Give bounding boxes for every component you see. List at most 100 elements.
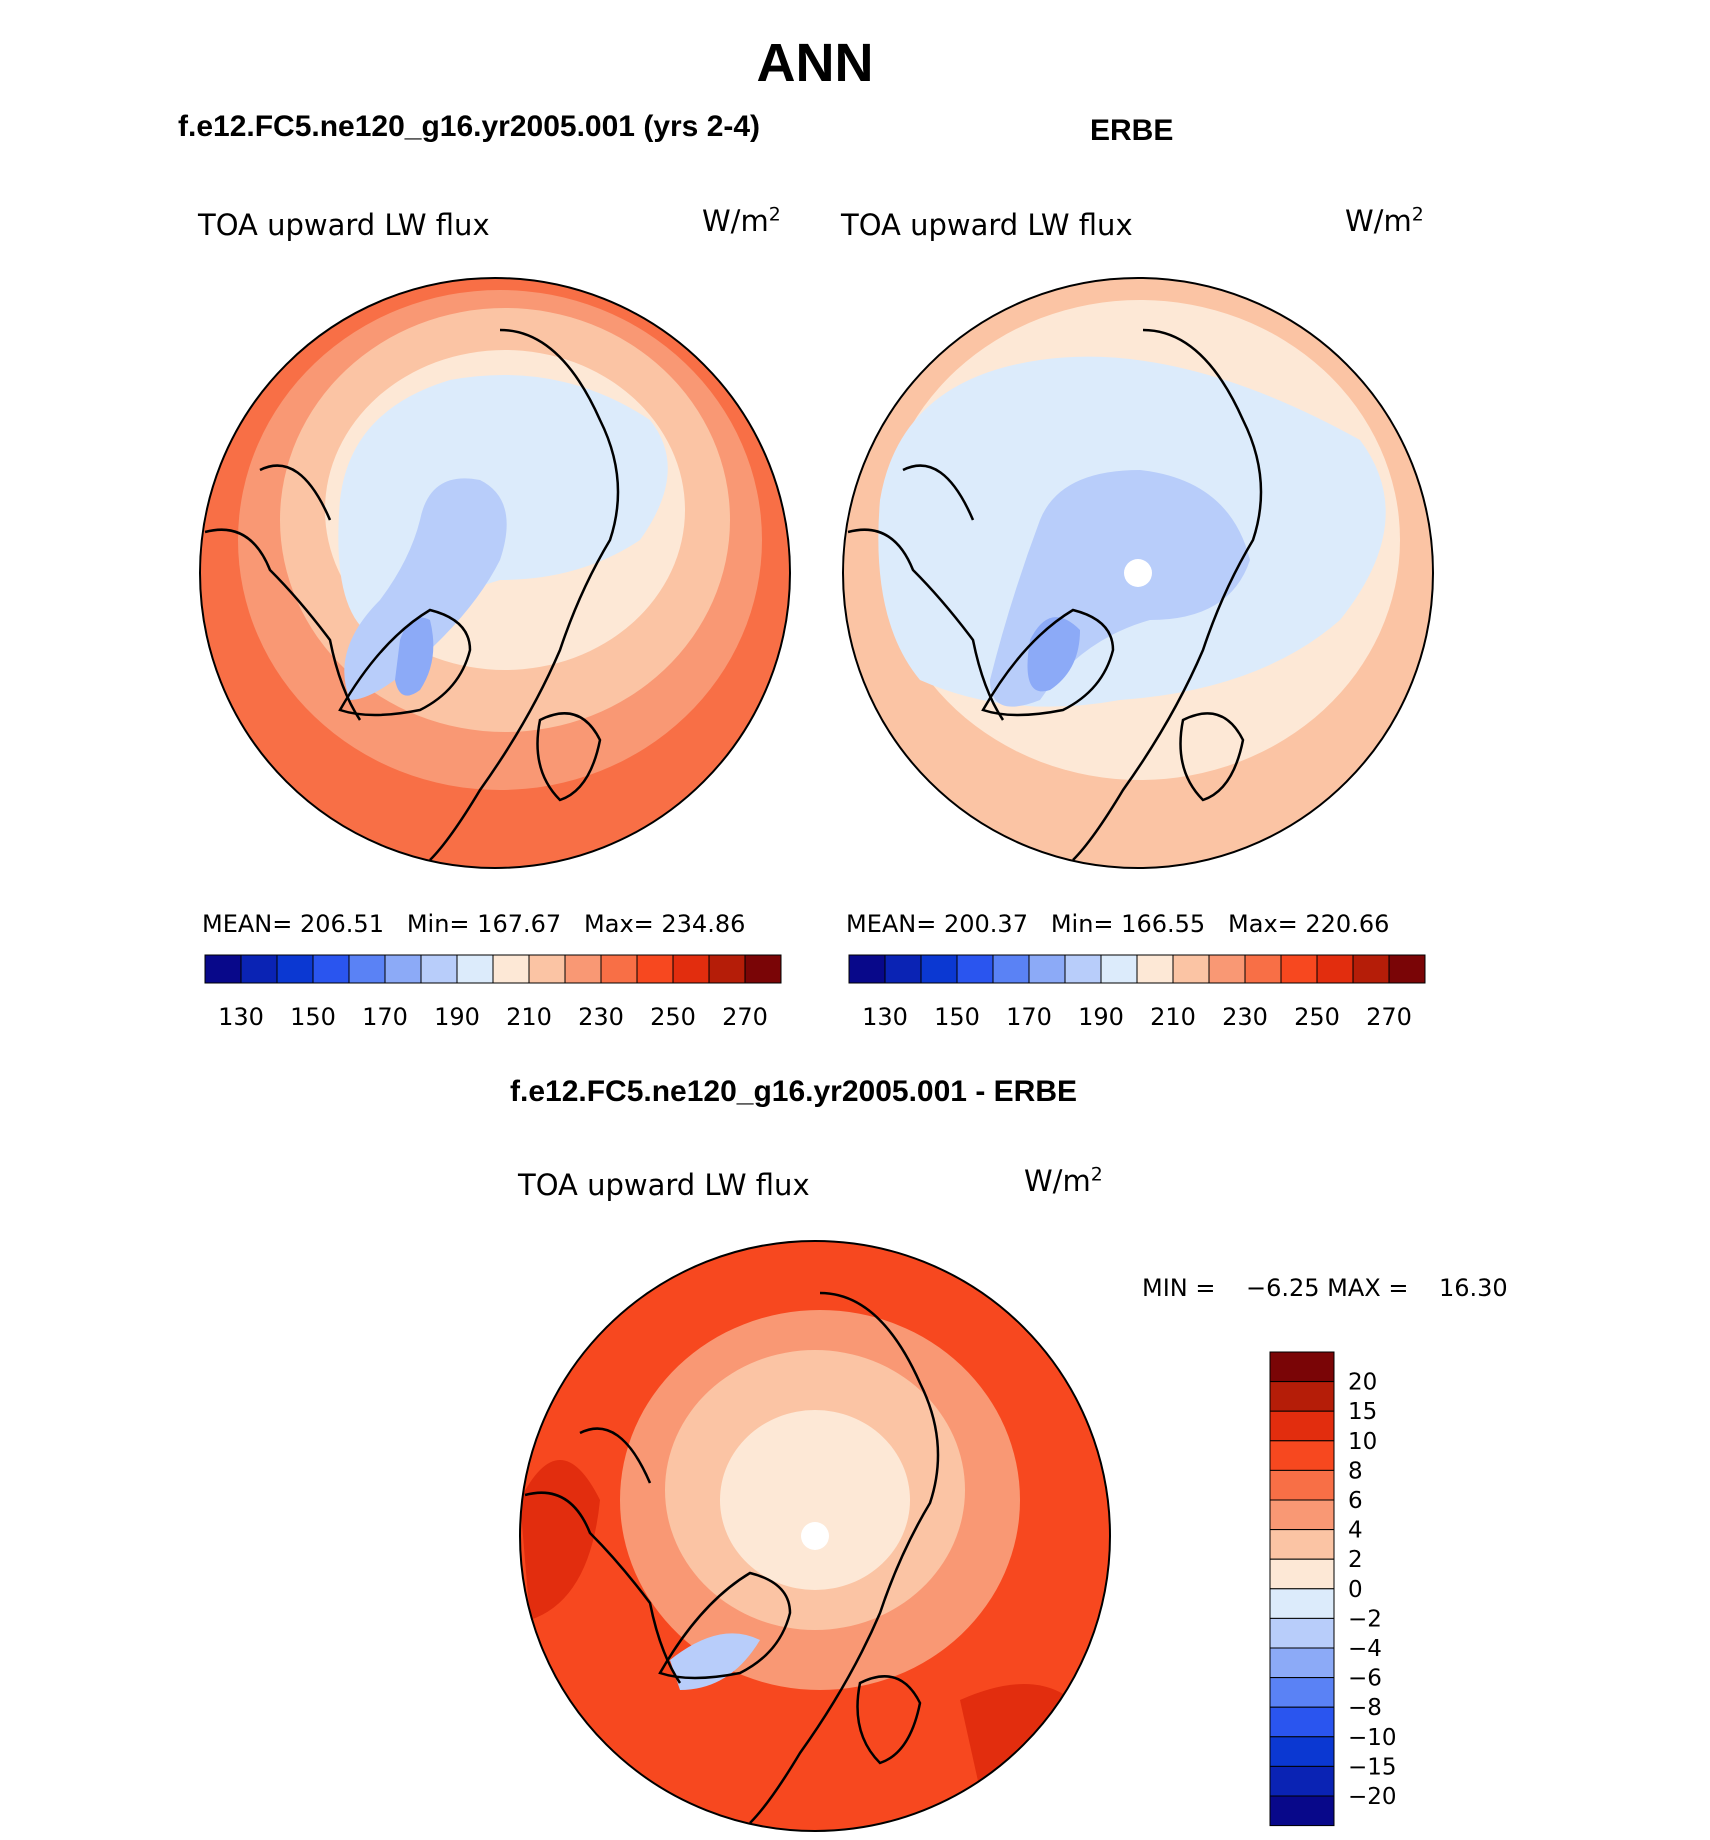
- colorbar-tick-label: −8: [1348, 1695, 1382, 1721]
- coastline-greenland: [658, 1571, 792, 1680]
- colorbar-swatch: [240, 954, 278, 984]
- coastline-greenland: [338, 608, 472, 717]
- pole-mask: [801, 1522, 829, 1550]
- map-outline: [519, 1240, 1111, 1832]
- colorbar-tick-label: 190: [434, 1003, 480, 1031]
- map-region-diff-cool: [670, 1633, 760, 1690]
- colorbar-swatch: [492, 954, 530, 984]
- colorbar-swatch: [276, 954, 314, 984]
- map-outline: [199, 277, 791, 869]
- colorbar-swatch: [1269, 1706, 1335, 1738]
- colorbar-tick-label: 250: [1294, 1003, 1340, 1031]
- colorbar-tick-label: 130: [862, 1003, 908, 1031]
- colorbar-tick-label: 230: [578, 1003, 624, 1031]
- colorbar-swatch: [744, 954, 782, 984]
- colorbar-tick-label: 270: [722, 1003, 768, 1031]
- map-region-diff-deep-2: [960, 1684, 1090, 1792]
- colorbar-swatch: [348, 954, 386, 984]
- pole-mask: [1124, 559, 1152, 587]
- colorbar-swatch: [1269, 1736, 1335, 1767]
- colorbar-swatch: [672, 954, 710, 984]
- left-variable-label: TOA upward LW flux: [198, 208, 490, 242]
- colorbar-swatch: [1269, 1529, 1335, 1560]
- colorbar-swatch: [1269, 1617, 1335, 1649]
- colorbar-tick-label: 250: [650, 1003, 696, 1031]
- colorbar-swatch: [1269, 1351, 1335, 1383]
- right-stats: MEAN= 200.37 Min= 166.55 Max= 220.66: [846, 910, 1390, 938]
- colorbar-swatch: [384, 954, 422, 984]
- colorbar-tick-label: 170: [1006, 1003, 1052, 1031]
- colorbar-swatch: [884, 954, 922, 984]
- colorbar-tick-label: −20: [1348, 1784, 1397, 1810]
- map-region-cool-light: [344, 478, 507, 700]
- colorbar-swatch: [312, 954, 350, 984]
- colorbar-swatch: [1244, 954, 1282, 984]
- colorbar-swatch: [1269, 1440, 1335, 1471]
- colorbar-swatch: [1100, 954, 1138, 984]
- colorbar-swatch: [992, 954, 1030, 984]
- colorbar-swatch: [1208, 954, 1246, 984]
- right-panel-title: ERBE: [1090, 114, 1174, 147]
- colorbar-tick-label: 210: [1150, 1003, 1196, 1031]
- colorbar-tick-label: 210: [506, 1003, 552, 1031]
- coastline-eurasia: [1072, 328, 1263, 861]
- colorbar-swatch: [1269, 1499, 1335, 1531]
- colorbar-tick-label: 10: [1348, 1429, 1377, 1455]
- coastline-eurasia: [749, 1291, 940, 1824]
- colorbar-swatch: [1280, 954, 1318, 984]
- colorbar-swatch: [636, 954, 674, 984]
- coastline-north-america: [204, 464, 362, 721]
- colorbar-tick-label: 0: [1348, 1577, 1363, 1603]
- left-panel-title: f.e12.FC5.ne120_g16.yr2005.001 (yrs 2-4): [178, 110, 761, 143]
- colorbar-swatch: [528, 954, 566, 984]
- colorbar-swatch: [1028, 954, 1066, 984]
- colorbar-tick-label: 6: [1348, 1488, 1363, 1514]
- colorbar-tick-label: −2: [1348, 1606, 1382, 1632]
- map-region-diff-deep-1: [520, 1460, 600, 1620]
- colorbar-tick-label: 20: [1348, 1370, 1377, 1396]
- diff-units-label: W/m2: [1024, 1164, 1103, 1198]
- colorbar-swatch: [1352, 954, 1390, 984]
- colorbar-swatch: [1269, 1765, 1335, 1797]
- coastline-north-america: [524, 1427, 682, 1684]
- colorbar-tick-label: 150: [290, 1003, 336, 1031]
- map-outline: [842, 277, 1434, 869]
- coastline-eurasia: [429, 328, 620, 861]
- colorbar-tick-label: 2: [1348, 1547, 1363, 1573]
- coastline-greenland: [981, 608, 1115, 717]
- map-region-cool-mid: [395, 617, 434, 696]
- right-variable-label: TOA upward LW flux: [841, 208, 1133, 242]
- colorbar-tick-label: 130: [218, 1003, 264, 1031]
- left-colorbar: 130 150 170 190 210 230 250 270: [204, 954, 782, 1031]
- colorbar-tick-label: −4: [1348, 1636, 1382, 1662]
- left-units-label: W/m2: [702, 204, 781, 238]
- colorbar-tick-label: 190: [1078, 1003, 1124, 1031]
- colorbar-swatch: [204, 954, 242, 984]
- colorbar-swatch: [1136, 954, 1174, 984]
- map-region-diff-pale: [720, 1410, 910, 1590]
- colorbar-swatch: [708, 954, 746, 984]
- coastline-scandinavia: [1179, 712, 1245, 802]
- colorbar-swatch: [1269, 1647, 1335, 1679]
- colorbar-swatch: [1269, 1410, 1335, 1442]
- colorbar-swatch: [1172, 954, 1210, 984]
- colorbar-tick-label: 150: [934, 1003, 980, 1031]
- diff-stats: MIN = −6.25 MAX = 16.30: [1142, 1274, 1508, 1302]
- colorbar-tick-label: 170: [362, 1003, 408, 1031]
- colorbar-tick-label: 270: [1366, 1003, 1412, 1031]
- colorbar-swatch: [600, 954, 638, 984]
- colorbar-swatch: [1269, 1469, 1335, 1501]
- colorbar-tick-label: −15: [1348, 1754, 1397, 1780]
- colorbar-swatch: [1269, 1795, 1335, 1827]
- colorbar-swatch: [1269, 1381, 1335, 1412]
- colorbar-swatch: [1064, 954, 1102, 984]
- colorbar-tick-label: −10: [1348, 1725, 1397, 1751]
- colorbar-tick-label: −6: [1348, 1666, 1382, 1692]
- colorbar-swatch: [848, 954, 886, 984]
- coastline-scandinavia: [856, 1675, 922, 1765]
- colorbar-swatch: [564, 954, 602, 984]
